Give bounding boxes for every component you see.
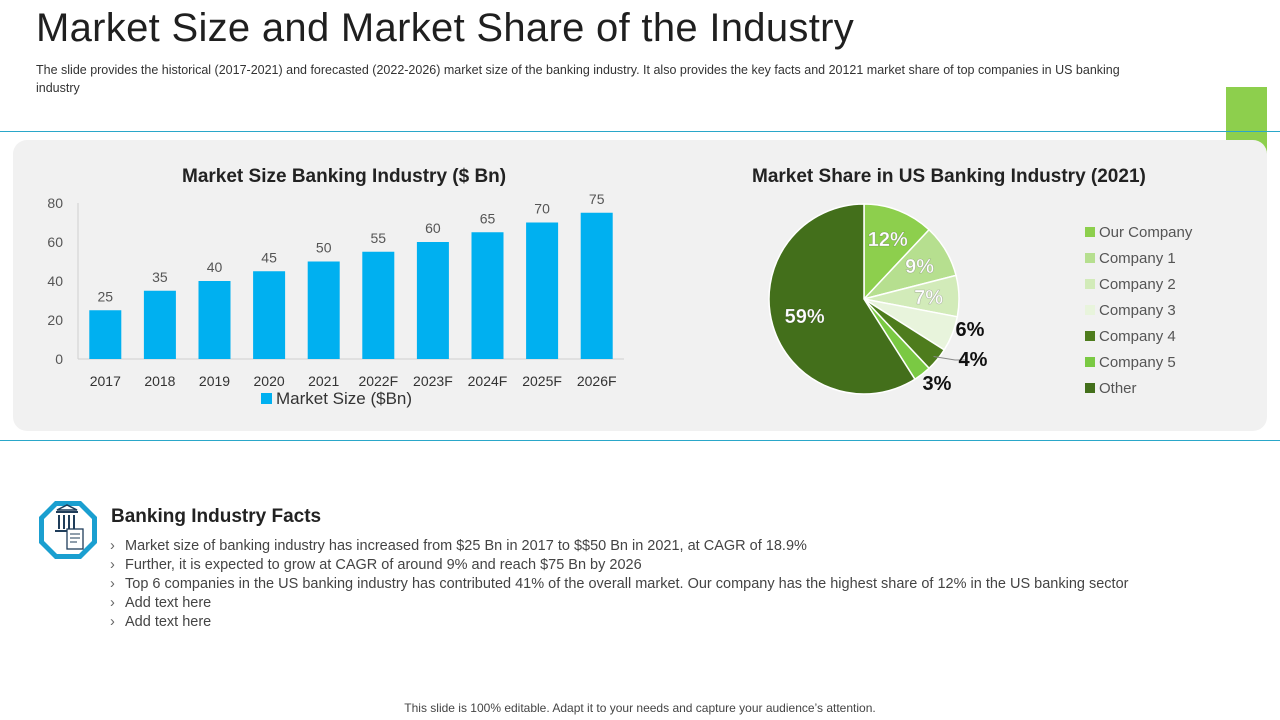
bar-value-label: 55 [371, 230, 387, 246]
legend-item: Company 4 [1085, 323, 1192, 349]
pie-legend: Our Company Company 1 Company 2 Company 3 Co… [1085, 219, 1192, 401]
legend-item: Company 3 [1085, 297, 1192, 323]
fact-item: › Further, it is expected to grow at CAGR… [110, 556, 1128, 575]
legend-label: Company 3 [1099, 301, 1176, 319]
divider-top [0, 131, 1280, 132]
legend-label: Company 4 [1099, 327, 1176, 345]
legend-label: Other [1099, 379, 1137, 397]
legend-item: Company 1 [1085, 245, 1192, 271]
bar [253, 271, 286, 359]
fact-text: Further, it is expected to grow at CAGR … [125, 557, 642, 573]
y-tick-label: 0 [55, 351, 63, 367]
x-tick-label: 2023F [413, 373, 453, 389]
x-tick-label: 2021 [308, 373, 339, 389]
footer-note: This slide is 100% editable. Adapt it to… [404, 701, 876, 715]
legend-item: Company 5 [1085, 349, 1192, 375]
facts-list: › Market size of banking industry has inc… [110, 537, 1128, 632]
legend-label: Company 2 [1099, 275, 1176, 293]
legend-swatch [1085, 227, 1095, 237]
legend-swatch [1085, 279, 1095, 289]
bar [362, 251, 395, 359]
legend-swatch [1085, 253, 1095, 263]
bar [89, 310, 122, 359]
bar [307, 261, 340, 359]
x-tick-label: 2022F [358, 373, 398, 389]
legend-item: Company 2 [1085, 271, 1192, 297]
bar-chart-title: Market Size Banking Industry ($ Bn) [182, 166, 507, 187]
bar [526, 222, 559, 359]
legend-swatch [1085, 331, 1095, 341]
bar-value-label: 75 [589, 191, 605, 207]
pie-data-label: 6% [956, 319, 985, 341]
bar-value-label: 60 [425, 220, 441, 236]
bar-value-label: 45 [261, 249, 277, 265]
pie-slice [768, 203, 916, 395]
bar-value-label: 70 [534, 201, 550, 217]
legend-item: Our Company [1085, 219, 1192, 245]
x-tick-label: 2017 [90, 373, 121, 389]
leader-line [933, 356, 967, 361]
facts-title: Banking Industry Facts [111, 506, 322, 527]
fact-text: Top 6 companies in the US banking indust… [125, 576, 1129, 592]
page-subtitle: The slide provides the historical (2017-… [36, 63, 1120, 95]
bar [416, 242, 449, 359]
chevron-right-icon: › [110, 595, 115, 611]
chevron-right-icon: › [110, 614, 115, 630]
fact-item: › Top 6 companies in the US banking indus… [110, 575, 1128, 594]
bar-chart: 0 20 40 60 80 25 2017 35 2018 40 2019 45 2020 50 2021 5… [47, 191, 624, 408]
x-tick-label: 2020 [254, 373, 285, 389]
fact-item: › Add text here [110, 613, 1128, 632]
bar-value-label: 25 [98, 288, 114, 304]
bar-value-label: 50 [316, 240, 332, 256]
x-tick-label: 2026F [577, 373, 617, 389]
chevron-right-icon: › [110, 576, 115, 592]
pie-data-label: 9% [905, 256, 934, 278]
x-tick-label: 2024F [468, 373, 508, 389]
legend-swatch [1085, 305, 1095, 315]
fact-text: Market size of banking industry has incr… [125, 538, 807, 554]
legend-item: Other [1085, 375, 1192, 401]
bar-value-label: 35 [152, 269, 168, 285]
bar [471, 232, 504, 359]
pie-slice [863, 203, 931, 301]
pie-data-label: 7% [914, 287, 943, 309]
pie-data-label: 3% [923, 373, 952, 395]
y-tick-label: 80 [47, 195, 63, 211]
y-tick-label: 40 [47, 273, 63, 289]
pie-data-label: 12% [868, 229, 908, 251]
legend-swatch [261, 393, 272, 404]
bar-value-label: 40 [207, 259, 223, 275]
fact-text: Add text here [125, 595, 212, 611]
bank-icon [37, 499, 99, 561]
bar-value-label: 65 [480, 210, 496, 226]
x-tick-label: 2018 [144, 373, 175, 389]
pie-data-label: 59% [785, 306, 825, 328]
legend-swatch [1085, 383, 1095, 393]
divider-bottom [0, 440, 1280, 441]
pie-chart-title: Market Share in US Banking Industry (202… [752, 166, 1146, 187]
fact-text: Add text here [125, 614, 212, 630]
legend-swatch [1085, 357, 1095, 367]
x-tick-label: 2019 [199, 373, 230, 389]
bar [143, 290, 176, 359]
pie-data-label: 4% [959, 349, 988, 371]
page-title: Market Size and Market Share of the Indu… [36, 6, 855, 50]
x-tick-label: 2025F [522, 373, 562, 389]
y-tick-label: 20 [47, 312, 63, 328]
y-tick-label: 60 [47, 234, 63, 250]
legend-label: Company 5 [1099, 353, 1176, 371]
legend-label: Company 1 [1099, 249, 1176, 267]
fact-item: › Market size of banking industry has inc… [110, 537, 1128, 556]
chevron-right-icon: › [110, 557, 115, 573]
fact-item: › Add text here [110, 594, 1128, 613]
legend-label: Market Size ($Bn) [276, 389, 412, 408]
bar [580, 212, 613, 359]
pie-chart: 12% 9% 7% 6% 4% 3% 59% [768, 203, 988, 395]
bar [198, 281, 231, 359]
legend-label: Our Company [1099, 223, 1193, 241]
chevron-right-icon: › [110, 538, 115, 554]
